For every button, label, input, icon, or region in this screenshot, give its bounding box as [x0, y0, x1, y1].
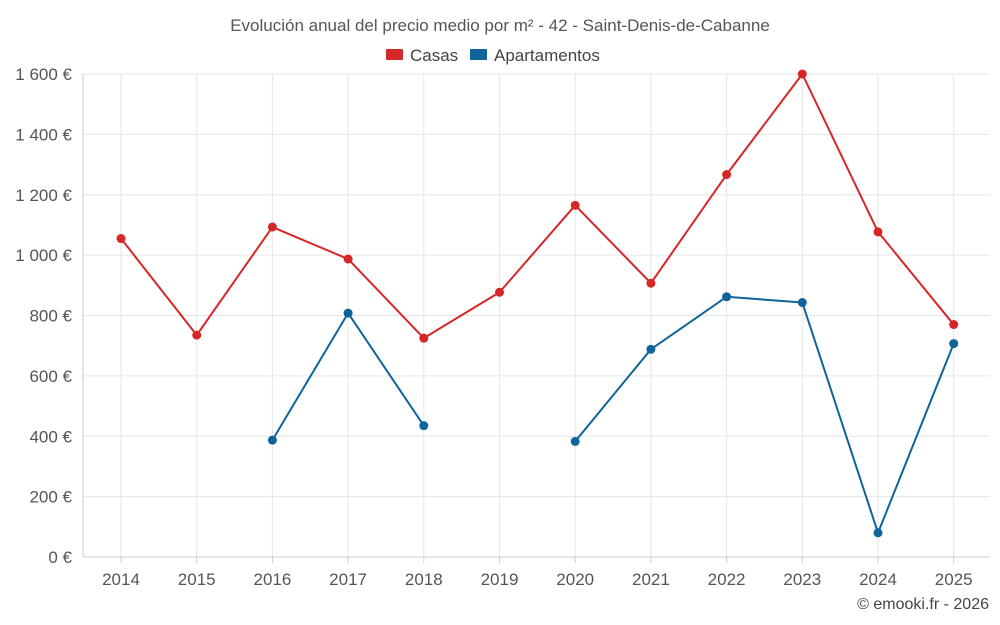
data-point-apartamentos[interactable]	[419, 421, 429, 431]
grid	[83, 73, 990, 557]
legend: Casas Apartamentos	[386, 46, 600, 65]
data-point-casas[interactable]	[722, 170, 732, 180]
credit-text: © emooki.fr - 2026	[857, 596, 989, 613]
x-tick-label: 2016	[253, 570, 291, 589]
x-tick-label: 2015	[178, 570, 216, 589]
x-tick-label: 2014	[102, 570, 140, 589]
x-tick-label: 2017	[329, 570, 367, 589]
legend-swatch-apartamentos	[470, 49, 487, 60]
x-tick-label: 2020	[556, 570, 594, 589]
y-tick-label: 600 €	[29, 367, 72, 386]
data-point-apartamentos[interactable]	[797, 298, 807, 308]
data-point-apartamentos[interactable]	[267, 435, 277, 445]
y-tick-label: 200 €	[29, 488, 72, 507]
data-point-casas[interactable]	[949, 320, 959, 330]
data-point-apartamentos[interactable]	[343, 308, 353, 318]
y-tick-label: 1 200 €	[15, 186, 72, 205]
x-tick-label: 2018	[405, 570, 443, 589]
axes: 0 € 200 € 400 € 600 € 800 € 1 000 € 1 200 € 1 4…	[15, 65, 990, 589]
x-tick-label: 2022	[708, 570, 746, 589]
data-point-casas[interactable]	[873, 227, 883, 237]
data-point-casas[interactable]	[495, 287, 504, 297]
data-point-casas[interactable]	[116, 234, 126, 244]
data-point-apartamentos[interactable]	[646, 344, 656, 354]
x-tick-label: 2025	[935, 570, 973, 589]
legend-label-casas[interactable]: Casas	[410, 46, 458, 65]
y-tick-label: 1 000 €	[15, 246, 72, 265]
series-line-apartamentos	[574, 295, 955, 534]
x-tick-label: 2023	[783, 570, 821, 589]
legend-label-apartamentos[interactable]: Apartamentos	[494, 46, 600, 65]
chart-title: Evolución anual del precio medio por m² …	[230, 16, 770, 35]
data-point-casas[interactable]	[343, 254, 353, 264]
data-point-casas[interactable]	[419, 333, 429, 343]
series-layer	[116, 69, 959, 538]
data-point-casas[interactable]	[192, 330, 202, 340]
y-tick-label: 800 €	[29, 307, 72, 326]
data-point-casas[interactable]	[646, 278, 656, 288]
data-point-apartamentos[interactable]	[722, 292, 732, 302]
data-point-casas[interactable]	[797, 69, 807, 79]
data-point-casas[interactable]	[570, 200, 580, 210]
x-tick-label: 2021	[632, 570, 670, 589]
legend-swatch-casas	[386, 49, 403, 60]
series-line-casas	[120, 73, 955, 340]
data-point-casas[interactable]	[267, 222, 277, 232]
data-point-apartamentos[interactable]	[570, 436, 580, 446]
y-tick-label: 1 400 €	[15, 125, 72, 144]
y-tick-label: 0 €	[48, 548, 72, 567]
data-point-apartamentos[interactable]	[949, 339, 959, 349]
x-tick-label: 2019	[481, 570, 519, 589]
y-tick-label: 1 600 €	[15, 65, 72, 84]
y-tick-label: 400 €	[29, 427, 72, 446]
x-tick-label: 2024	[859, 570, 897, 589]
data-point-apartamentos[interactable]	[873, 528, 883, 538]
